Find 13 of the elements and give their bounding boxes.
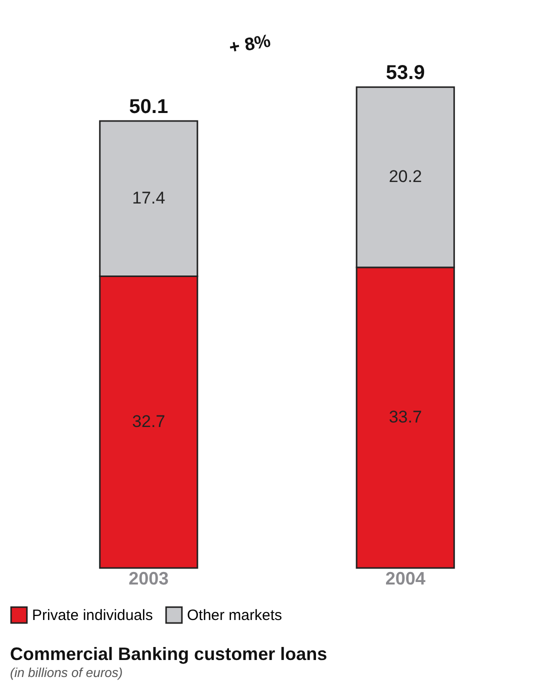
data-label: 17.4 [132, 188, 166, 208]
data-label: 20.2 [388, 167, 422, 186]
legend-label: Other markets [187, 607, 282, 624]
total-label: 53.9 [386, 62, 425, 84]
text: Commercial Banking customer loans [10, 644, 328, 664]
total-label: 50.1 [129, 96, 168, 118]
data-label: 33.7 [388, 408, 422, 427]
legend-label: Private individuals [32, 607, 153, 624]
text: (in billions of euros) [10, 665, 123, 680]
x-tick-label: 2004 [385, 568, 426, 588]
x-tick-label: 2003 [128, 568, 169, 588]
data-label: 32.7 [132, 412, 166, 432]
text: + 8% [228, 30, 272, 58]
